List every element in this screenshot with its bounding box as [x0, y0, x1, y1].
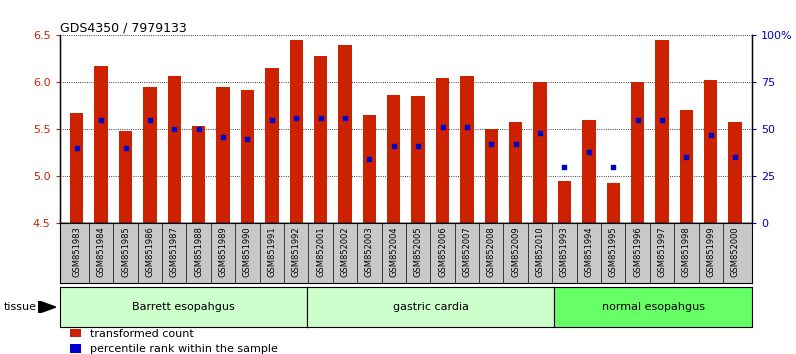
- Bar: [680, 110, 693, 223]
- Bar: [582, 120, 595, 223]
- Text: Barrett esopahgus: Barrett esopahgus: [132, 302, 235, 312]
- Bar: [412, 96, 425, 223]
- Text: GSM852009: GSM852009: [511, 226, 521, 277]
- Bar: [119, 131, 132, 223]
- Point: [363, 156, 376, 162]
- Text: tissue: tissue: [4, 302, 37, 312]
- Point: [558, 164, 571, 170]
- Point: [656, 117, 669, 123]
- Text: GSM851993: GSM851993: [560, 226, 569, 277]
- Text: GSM852000: GSM852000: [731, 226, 739, 277]
- Text: GSM851990: GSM851990: [243, 226, 252, 277]
- Text: gastric cardia: gastric cardia: [392, 302, 469, 312]
- Point: [168, 126, 181, 132]
- Text: GDS4350 / 7979133: GDS4350 / 7979133: [60, 21, 186, 34]
- Bar: [265, 68, 279, 223]
- Bar: [558, 181, 572, 223]
- Text: GSM852001: GSM852001: [316, 226, 325, 277]
- Text: GSM851992: GSM851992: [291, 226, 301, 277]
- Point: [119, 145, 132, 151]
- Point: [729, 154, 742, 160]
- Polygon shape: [38, 301, 56, 314]
- Point: [509, 141, 522, 147]
- Point: [217, 134, 229, 139]
- Bar: [338, 45, 352, 223]
- Bar: [217, 87, 230, 223]
- Legend: transformed count, percentile rank within the sample: transformed count, percentile rank withi…: [65, 324, 282, 354]
- Point: [485, 141, 498, 147]
- Bar: [436, 78, 449, 223]
- Point: [143, 117, 156, 123]
- Point: [266, 117, 279, 123]
- Point: [607, 164, 619, 170]
- Bar: [240, 90, 254, 223]
- Bar: [314, 56, 327, 223]
- Point: [533, 130, 546, 136]
- Point: [314, 115, 327, 121]
- Text: GSM851985: GSM851985: [121, 226, 130, 277]
- Text: normal esopahgus: normal esopahgus: [602, 302, 704, 312]
- Text: GSM851997: GSM851997: [657, 226, 666, 277]
- Point: [631, 117, 644, 123]
- Point: [338, 115, 351, 121]
- Point: [193, 126, 205, 132]
- Point: [241, 136, 254, 142]
- Text: GSM851987: GSM851987: [170, 226, 179, 277]
- Text: GSM851994: GSM851994: [584, 226, 593, 277]
- Text: GSM852008: GSM852008: [487, 226, 496, 277]
- Text: GSM851989: GSM851989: [219, 226, 228, 277]
- Text: GSM852003: GSM852003: [365, 226, 374, 277]
- Text: GSM851983: GSM851983: [72, 226, 81, 277]
- Bar: [143, 87, 157, 223]
- Point: [680, 154, 693, 160]
- Point: [290, 115, 302, 121]
- Text: GSM852004: GSM852004: [389, 226, 398, 277]
- Bar: [95, 66, 108, 223]
- Bar: [290, 40, 303, 223]
- Bar: [655, 40, 669, 223]
- Bar: [168, 76, 181, 223]
- Bar: [704, 80, 717, 223]
- Text: GSM851998: GSM851998: [682, 226, 691, 277]
- Point: [95, 117, 107, 123]
- Text: GSM851984: GSM851984: [96, 226, 106, 277]
- Point: [388, 143, 400, 149]
- Text: GSM852007: GSM852007: [462, 226, 471, 277]
- Text: GSM851986: GSM851986: [146, 226, 154, 277]
- Text: GSM852010: GSM852010: [536, 226, 544, 277]
- Text: GSM852002: GSM852002: [341, 226, 349, 277]
- Text: GSM851996: GSM851996: [633, 226, 642, 277]
- Bar: [485, 129, 498, 223]
- Bar: [728, 122, 742, 223]
- Text: GSM851995: GSM851995: [609, 226, 618, 277]
- Bar: [631, 82, 644, 223]
- Point: [436, 125, 449, 130]
- Bar: [192, 126, 205, 223]
- Text: GSM852005: GSM852005: [414, 226, 423, 277]
- Text: GSM852006: GSM852006: [438, 226, 447, 277]
- Text: GSM851988: GSM851988: [194, 226, 203, 277]
- Bar: [387, 95, 400, 223]
- Bar: [460, 76, 474, 223]
- Point: [461, 125, 474, 130]
- Bar: [363, 115, 376, 223]
- Bar: [607, 183, 620, 223]
- Point: [583, 149, 595, 155]
- Bar: [533, 82, 547, 223]
- Point: [704, 132, 717, 138]
- Text: GSM851991: GSM851991: [267, 226, 276, 277]
- Bar: [509, 122, 522, 223]
- Text: GSM851999: GSM851999: [706, 226, 716, 277]
- Point: [412, 143, 424, 149]
- Bar: [70, 113, 84, 223]
- Point: [70, 145, 83, 151]
